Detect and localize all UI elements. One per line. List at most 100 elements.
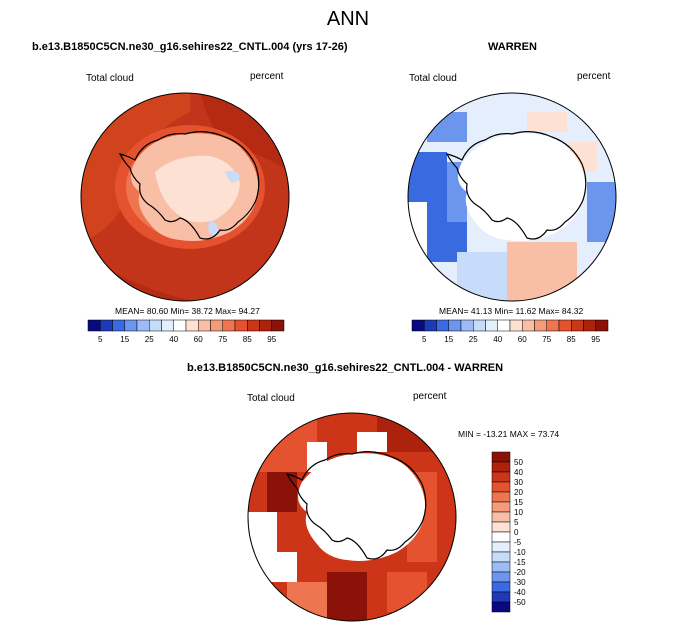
panel1-colorbar-tick-label: 95 <box>267 335 276 344</box>
panel1-stats: MEAN= 80.60 Min= 38.72 Max= 94.27 <box>115 306 260 316</box>
panel2-colorbar-tick-label: 95 <box>591 335 600 344</box>
panel1-colorbar-swatch <box>234 319 248 332</box>
panel2-colorbar-swatch <box>595 319 609 332</box>
panel1-colorbar-tick-label: 5 <box>98 335 103 344</box>
panel1-coastline <box>118 131 260 240</box>
panel1-colorbar: 5 15 25 40 60 75 85 95 <box>87 319 285 344</box>
panel2-colorbar-swatch <box>411 319 425 332</box>
panel1-colorbar-swatch <box>112 319 125 332</box>
panel3-colorbar-swatch <box>491 471 511 483</box>
panel3-colorbar-tick-label: 30 <box>514 478 523 487</box>
panel3-colorbar-tick-label: -50 <box>514 598 526 607</box>
panel3-colorbar-tick-label: 5 <box>514 518 519 527</box>
panel1-variable-label: Total cloud <box>86 73 134 84</box>
panel1-colorbar-swatch <box>198 319 211 332</box>
panel3-colorbar-swatch <box>491 511 511 523</box>
panel3-units-label: percent <box>413 391 447 402</box>
panel2-colorbar-tick-label: 15 <box>444 335 453 344</box>
panel1-colorbar-swatch <box>247 319 260 332</box>
panel2-variable-label: Total cloud <box>409 73 457 84</box>
panel2-polar-map <box>407 92 617 302</box>
panel3-colorbar-swatch <box>491 491 511 503</box>
panel3-colorbar-swatch <box>491 521 511 533</box>
panel3-colorbar-swatch <box>491 481 511 493</box>
panel3-polar-map <box>247 412 457 622</box>
panel3-colorbar-tick-label: 20 <box>514 488 523 497</box>
panel2-coastline <box>445 131 587 240</box>
panel1-colorbar-swatch <box>149 319 162 332</box>
panel2-colorbar: 5 15 25 40 60 75 85 95 <box>411 319 609 344</box>
panel1-colorbar-tick-label: 40 <box>169 335 178 344</box>
panel3-colorbar-swatch <box>491 581 511 593</box>
panel1-colorbar-swatch <box>87 319 101 332</box>
panel1-colorbar-swatch <box>124 319 138 332</box>
panel2-colorbar-swatch <box>509 319 523 332</box>
panel2-colorbar-tick-label: 40 <box>493 335 502 344</box>
panel1-colorbar-tick-label: 60 <box>194 335 203 344</box>
panel3-colorbar-swatch <box>491 461 511 473</box>
panel1-colorbar-swatch <box>210 319 223 332</box>
panel2-colorbar-swatch <box>546 319 560 332</box>
panel3-subtitle: b.e13.B1850C5CN.ne30_g16.sehires22_CNTL.… <box>187 362 504 374</box>
panel2-colorbar-tick-label: 5 <box>422 335 427 344</box>
panel1-colorbar-swatch <box>185 319 199 332</box>
panel2-stats: MEAN= 41.13 Min= 11.62 Max= 84.32 <box>439 306 584 316</box>
panel3-colorbar-swatch <box>491 541 511 553</box>
panel3-colorbar-tick-label: 10 <box>514 508 523 517</box>
panel2-colorbar-swatch <box>558 319 572 332</box>
panel3-colorbar-swatch <box>491 551 511 563</box>
panel1-colorbar-swatch <box>222 319 236 332</box>
panel1-subtitle: b.e13.B1850C5CN.ne30_g16.sehires22_CNTL.… <box>32 41 348 53</box>
panel1-colorbar-swatch <box>100 319 113 332</box>
figure-title: ANN <box>326 8 370 30</box>
panel2-colorbar-tick-label: 25 <box>469 335 478 344</box>
panel2-colorbar-tick-label: 75 <box>542 335 551 344</box>
panel1-colorbar-swatch <box>136 319 150 332</box>
panel1-colorbar-swatch <box>173 319 187 332</box>
panel3-colorbar-swatch <box>491 601 511 613</box>
panel3-colorbar-tick-label: 15 <box>514 498 523 507</box>
panel3-colorbar-swatch <box>491 531 511 543</box>
panel3-colorbar-swatch <box>491 571 511 583</box>
panel3-colorbar-tick-label: -5 <box>514 538 522 547</box>
panel3-colorbar-tick-label: 0 <box>514 528 519 537</box>
panel3-colorbar-tick-label: -30 <box>514 578 526 587</box>
panel1-colorbar-tick-label: 75 <box>218 335 227 344</box>
panel2-colorbar-tick-label: 85 <box>567 335 576 344</box>
panel2-colorbar-swatch <box>460 319 474 332</box>
panel3-colorbar-tick-label: 50 <box>514 458 523 467</box>
panel3-colorbar-tick-label: -20 <box>514 568 526 577</box>
panel2-colorbar-swatch <box>473 319 486 332</box>
panel2-units-label: percent <box>577 71 611 82</box>
panel1-colorbar-swatch <box>259 319 272 332</box>
panel1-colorbar-swatch <box>271 319 285 332</box>
panel2-colorbar-swatch <box>424 319 437 332</box>
panel1-colorbar-tick-label: 25 <box>145 335 154 344</box>
panel2-subtitle: WARREN <box>488 41 537 53</box>
panel3-colorbar-tick-label: -15 <box>514 558 526 567</box>
panel3-colorbar-swatch <box>491 451 511 463</box>
panel2-colorbar-swatch <box>583 319 596 332</box>
panel2-colorbar-swatch <box>448 319 462 332</box>
panel3-colorbar-tick-label: 40 <box>514 468 523 477</box>
panel3-variable-label: Total cloud <box>247 393 295 404</box>
panel1-colorbar-swatch <box>161 319 174 332</box>
panel3-colorbar-swatch <box>491 591 511 603</box>
panel1-units-label: percent <box>250 71 284 82</box>
panel2-colorbar-swatch <box>497 319 511 332</box>
panel2-colorbar-swatch <box>534 319 547 332</box>
panel3-colorbar-swatch <box>491 501 511 513</box>
panel1-colorbar-tick-label: 85 <box>243 335 252 344</box>
panel3-coastline <box>285 451 427 560</box>
panel2-colorbar-swatch <box>571 319 584 332</box>
panel2-colorbar-swatch <box>522 319 535 332</box>
panel3-colorbar-swatch <box>491 561 511 573</box>
panel3-stats: MIN = -13.21 MAX = 73.74 <box>458 429 560 439</box>
panel2-colorbar-tick-label: 60 <box>518 335 527 344</box>
panel2-colorbar-swatch <box>436 319 449 332</box>
panel2-colorbar-swatch <box>485 319 498 332</box>
panel3-colorbar-tick-label: -10 <box>514 548 526 557</box>
panel3-colorbar-tick-label: -40 <box>514 588 526 597</box>
panel1-polar-map <box>80 92 290 302</box>
